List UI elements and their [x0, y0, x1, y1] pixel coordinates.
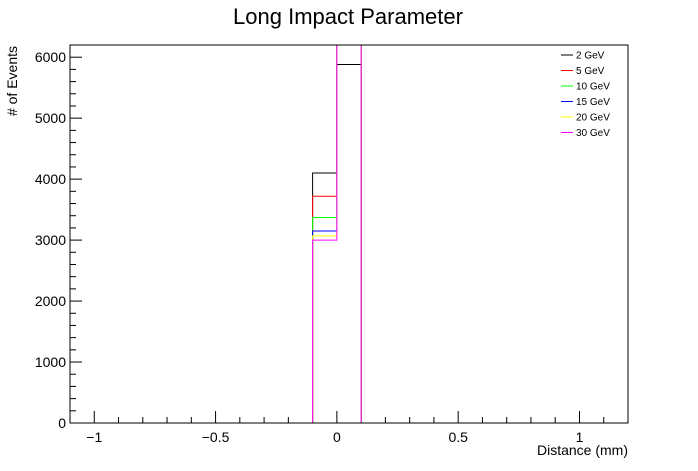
series-line [70, 44, 628, 424]
chart-title: Long Impact Parameter [233, 4, 463, 29]
x-tick-label: 0 [333, 429, 341, 445]
y-tick-label: 2000 [35, 293, 66, 309]
legend-label: 30 GeV [576, 128, 610, 139]
y-tick-label: 3000 [35, 232, 66, 248]
x-tick-label: −1 [86, 429, 102, 445]
series-line [70, 64, 628, 424]
legend-label: 2 GeV [576, 51, 605, 62]
x-tick-label: 1 [576, 429, 584, 445]
series-line [70, 44, 628, 424]
series-line [70, 44, 628, 424]
legend: 2 GeV 5 GeV 10 GeV 15 GeV 20 GeV 30 GeV [561, 51, 610, 139]
legend-label: 15 GeV [576, 97, 610, 108]
legend-label: 5 GeV [576, 66, 605, 77]
legend-label: 10 GeV [576, 82, 610, 93]
y-tick-label: 1000 [35, 354, 66, 370]
y-tick-label: 0 [58, 415, 66, 431]
x-tick-label: −0.5 [202, 429, 230, 445]
y-axis-label: # of Events [4, 46, 20, 116]
y-tick-label: 4000 [35, 171, 66, 187]
series-line [70, 44, 628, 424]
y-tick-label: 5000 [35, 110, 66, 126]
plot-frame [69, 44, 629, 424]
x-axis-label: Distance (mm) [537, 442, 628, 458]
y-tick-label: 6000 [35, 49, 66, 65]
series-line [70, 44, 628, 424]
legend-label: 20 GeV [576, 113, 610, 124]
x-tick-label: 0.5 [448, 429, 468, 445]
